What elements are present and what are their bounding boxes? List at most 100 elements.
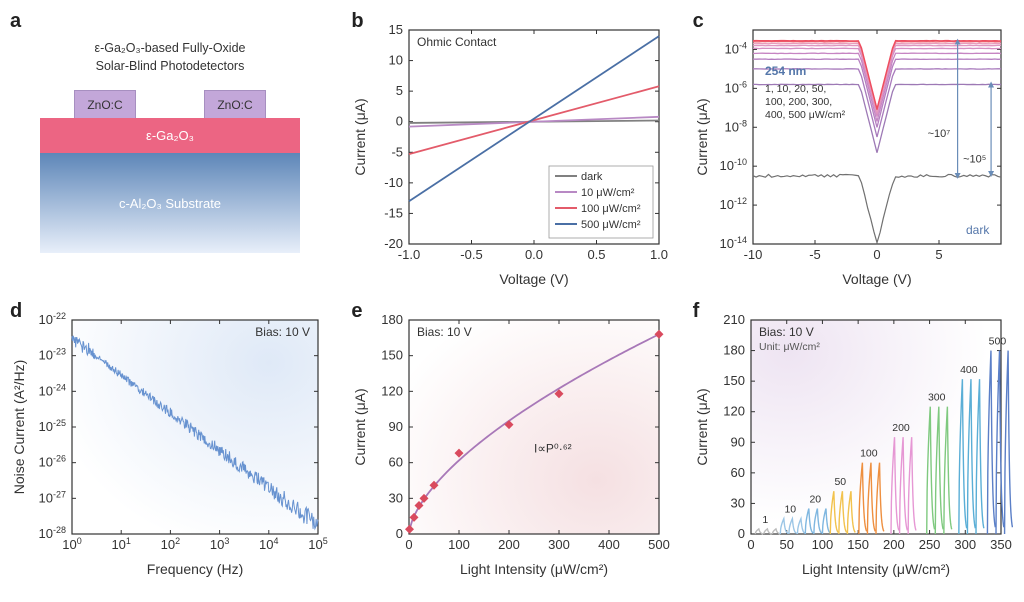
svg-text:10-27: 10-27 bbox=[39, 489, 66, 505]
chart-d: Frequency (Hz)Noise Current (A²/Hz)10010… bbox=[10, 300, 330, 580]
svg-text:90: 90 bbox=[389, 419, 403, 434]
svg-text:10: 10 bbox=[784, 504, 796, 516]
svg-text:60: 60 bbox=[730, 465, 744, 480]
svg-text:30: 30 bbox=[389, 490, 403, 505]
svg-text:120: 120 bbox=[723, 404, 745, 419]
svg-text:Voltage (V): Voltage (V) bbox=[500, 271, 569, 287]
svg-text:Frequency (Hz): Frequency (Hz) bbox=[147, 561, 243, 577]
panel-e: e 01002003004005000306090120150180Light … bbox=[351, 300, 672, 580]
svg-text:200: 200 bbox=[892, 422, 910, 434]
svg-text:500: 500 bbox=[648, 537, 670, 552]
svg-text:0: 0 bbox=[873, 247, 880, 262]
svg-text:Current (μA): Current (μA) bbox=[352, 98, 368, 175]
electrode: ZnO:C bbox=[74, 90, 136, 120]
svg-text:10-24: 10-24 bbox=[39, 382, 66, 398]
svg-text:Voltage (V): Voltage (V) bbox=[842, 271, 911, 287]
svg-text:-5: -5 bbox=[392, 144, 404, 159]
svg-text:400: 400 bbox=[960, 364, 978, 376]
svg-text:Bias: 10 V: Bias: 10 V bbox=[759, 325, 814, 339]
active-layer: ε-Ga₂O₃ bbox=[40, 118, 300, 153]
svg-text:0: 0 bbox=[396, 526, 403, 541]
svg-text:Light Intensity (μW/cm²): Light Intensity (μW/cm²) bbox=[460, 561, 608, 577]
svg-text:20: 20 bbox=[809, 494, 821, 506]
svg-text:250: 250 bbox=[918, 537, 940, 552]
svg-text:Bias: 10 V: Bias: 10 V bbox=[255, 325, 310, 339]
svg-text:400: 400 bbox=[598, 537, 620, 552]
svg-text:1.0: 1.0 bbox=[650, 247, 668, 262]
svg-text:100: 100 bbox=[448, 537, 470, 552]
svg-text:10-4: 10-4 bbox=[724, 40, 746, 56]
svg-text:10-25: 10-25 bbox=[39, 418, 66, 434]
svg-text:10 μW/cm²: 10 μW/cm² bbox=[581, 187, 635, 199]
svg-text:0.5: 0.5 bbox=[588, 247, 606, 262]
svg-text:300: 300 bbox=[954, 537, 976, 552]
svg-text:~10⁷: ~10⁷ bbox=[927, 128, 950, 140]
svg-text:102: 102 bbox=[161, 536, 180, 552]
svg-text:100 μW/cm²: 100 μW/cm² bbox=[581, 203, 641, 215]
svg-text:50: 50 bbox=[834, 476, 846, 488]
svg-text:1: 1 bbox=[762, 514, 768, 526]
svg-text:30: 30 bbox=[730, 495, 744, 510]
svg-text:150: 150 bbox=[723, 373, 745, 388]
svg-text:180: 180 bbox=[382, 312, 404, 327]
svg-text:350: 350 bbox=[990, 537, 1012, 552]
schematic-title: ε-Ga₂O₃-based Fully-Oxide Solar-Blind Ph… bbox=[40, 40, 300, 75]
svg-text:100: 100 bbox=[860, 448, 878, 460]
panel-b: b -1.0-0.50.00.51.0-20-15-10-5051015Volt… bbox=[351, 10, 672, 290]
svg-text:254 nm: 254 nm bbox=[765, 64, 806, 78]
svg-text:400, 500 μW/cm²: 400, 500 μW/cm² bbox=[765, 109, 846, 121]
svg-text:0: 0 bbox=[737, 526, 744, 541]
svg-text:-10: -10 bbox=[385, 175, 404, 190]
svg-text:105: 105 bbox=[308, 536, 327, 552]
substrate-layer: c-Al₂O₃ Substrate bbox=[40, 153, 300, 253]
svg-text:90: 90 bbox=[730, 434, 744, 449]
svg-text:10-26: 10-26 bbox=[39, 454, 66, 470]
svg-text:200: 200 bbox=[883, 537, 905, 552]
svg-text:101: 101 bbox=[111, 536, 130, 552]
svg-text:5: 5 bbox=[396, 83, 403, 98]
panel-d: d Frequency (Hz)Noise Current (A²/Hz)100… bbox=[10, 300, 331, 580]
svg-text:300: 300 bbox=[928, 392, 946, 404]
panel-f: f 05010015020025030035003060901201501802… bbox=[693, 300, 1014, 580]
svg-text:dark: dark bbox=[581, 171, 603, 183]
svg-text:0: 0 bbox=[747, 537, 754, 552]
electrode: ZnO:C bbox=[204, 90, 266, 120]
svg-text:150: 150 bbox=[382, 348, 404, 363]
title-line-1: ε-Ga₂O₃-based Fully-Oxide bbox=[95, 41, 246, 55]
svg-text:10-8: 10-8 bbox=[724, 118, 746, 134]
svg-text:10-6: 10-6 bbox=[724, 79, 746, 95]
svg-text:103: 103 bbox=[210, 536, 229, 552]
svg-text:10: 10 bbox=[389, 53, 403, 68]
title-line-2: Solar-Blind Photodetectors bbox=[96, 59, 245, 73]
svg-text:60: 60 bbox=[389, 455, 403, 470]
device-schematic: ε-Ga₂O₃-based Fully-Oxide Solar-Blind Ph… bbox=[40, 40, 300, 260]
chart-c: -10-505Voltage (V)Current (μA)10-1410-12… bbox=[693, 10, 1013, 290]
svg-text:-20: -20 bbox=[385, 236, 404, 251]
svg-text:Unit: μW/cm²: Unit: μW/cm² bbox=[759, 341, 820, 353]
svg-text:10-12: 10-12 bbox=[719, 196, 746, 212]
svg-text:15: 15 bbox=[389, 22, 403, 37]
svg-text:150: 150 bbox=[847, 537, 869, 552]
svg-text:500: 500 bbox=[988, 336, 1006, 348]
svg-text:-0.5: -0.5 bbox=[461, 247, 483, 262]
svg-text:300: 300 bbox=[548, 537, 570, 552]
svg-text:Noise Current (A²/Hz): Noise Current (A²/Hz) bbox=[11, 360, 27, 495]
svg-text:Current (μA): Current (μA) bbox=[352, 388, 368, 465]
svg-text:-5: -5 bbox=[809, 247, 821, 262]
svg-text:I∝P⁰·⁶²: I∝P⁰·⁶² bbox=[534, 442, 572, 456]
svg-text:10-22: 10-22 bbox=[39, 311, 66, 327]
svg-text:0: 0 bbox=[396, 114, 403, 129]
svg-text:180: 180 bbox=[723, 343, 745, 358]
svg-text:-15: -15 bbox=[385, 205, 404, 220]
svg-text:0: 0 bbox=[406, 537, 413, 552]
svg-text:1, 10, 20, 50,: 1, 10, 20, 50, bbox=[765, 83, 826, 95]
panel-label-a: a bbox=[10, 10, 21, 33]
chart-f: 0501001502002503003500306090120150180210… bbox=[693, 300, 1013, 580]
svg-text:Ohmic Contact: Ohmic Contact bbox=[417, 35, 497, 49]
chart-e: 01002003004005000306090120150180Light In… bbox=[351, 300, 671, 580]
svg-text:-10: -10 bbox=[743, 247, 762, 262]
svg-text:104: 104 bbox=[259, 536, 278, 552]
svg-text:5: 5 bbox=[935, 247, 942, 262]
svg-text:0.0: 0.0 bbox=[525, 247, 543, 262]
svg-text:210: 210 bbox=[723, 312, 745, 327]
